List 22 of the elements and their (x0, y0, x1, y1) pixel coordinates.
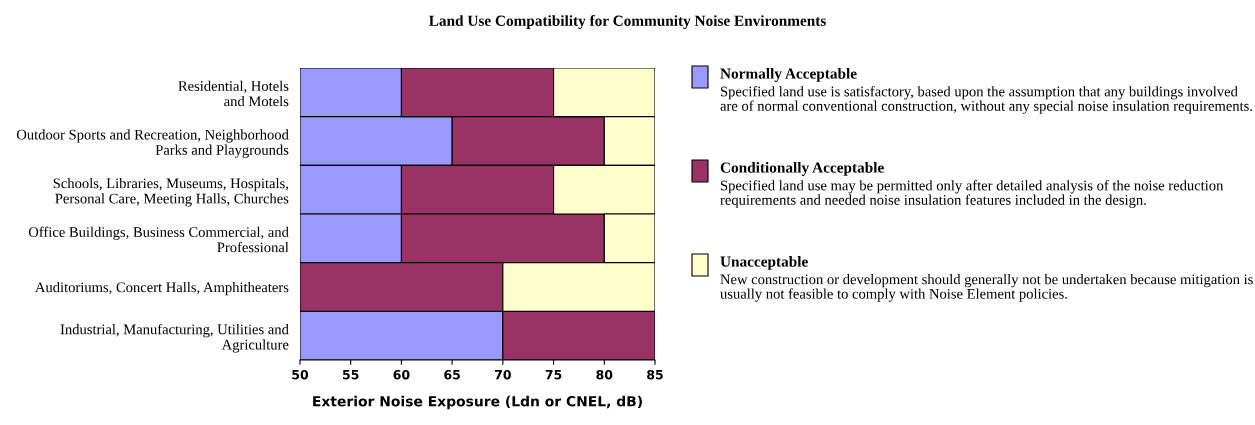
legend-label: Conditionally Acceptable (720, 162, 884, 176)
legend-label: Unacceptable (720, 256, 808, 270)
x-axis-title: Exterior Noise Exposure (Ldn or CNEL, dB) (313, 395, 642, 410)
y-tick-label: Outdoor Sports and Recreation, Neighborhood Parks and Playgrounds (16, 129, 289, 158)
x-tick-label: 50 (292, 369, 309, 380)
x-tick-label: 80 (596, 369, 613, 380)
text: Specified land use may be permitted only after detailed analysis of the noise reduction requirements and needed noise insulation features included in the design. (720, 180, 1224, 208)
chart-title: Land Use Compatibility for Community Noise Environments (428, 14, 826, 30)
y-tick-label: Auditoriums, Concert Halls, Amphitheaters (35, 281, 289, 296)
x-tick-label: 85 (647, 369, 663, 380)
y-tick-label: Industrial, Manufacturing, Utilities and Agriculture (60, 323, 289, 353)
x-tick-label: 60 (393, 369, 410, 380)
y-tick-label: Schools, Libraries, Museums, Hospitals, Personal Care, Meeting Halls, Churches (53, 177, 289, 207)
legend-label: Normally Acceptable (720, 68, 857, 82)
x-tick-label: 65 (444, 369, 460, 380)
x-tick-label: 70 (495, 369, 511, 380)
x-tick-label: 55 (342, 370, 359, 380)
text: New construction or development should generally not be undertaken because mitigation is usually not feasible to comply with Noise Element policies. (720, 274, 1253, 302)
text: Specified land use is satisfactory, based upon the assumption that any buildings involved are of normal conventional construction, without any special noise insulation requirements. (720, 86, 1252, 114)
x-tick-label: 75 (545, 370, 562, 380)
y-tick-label: Residential, Hotels and Motels (178, 80, 289, 107)
y-tick-label: Office Buildings, Business Commercial, and Professional (28, 226, 289, 253)
